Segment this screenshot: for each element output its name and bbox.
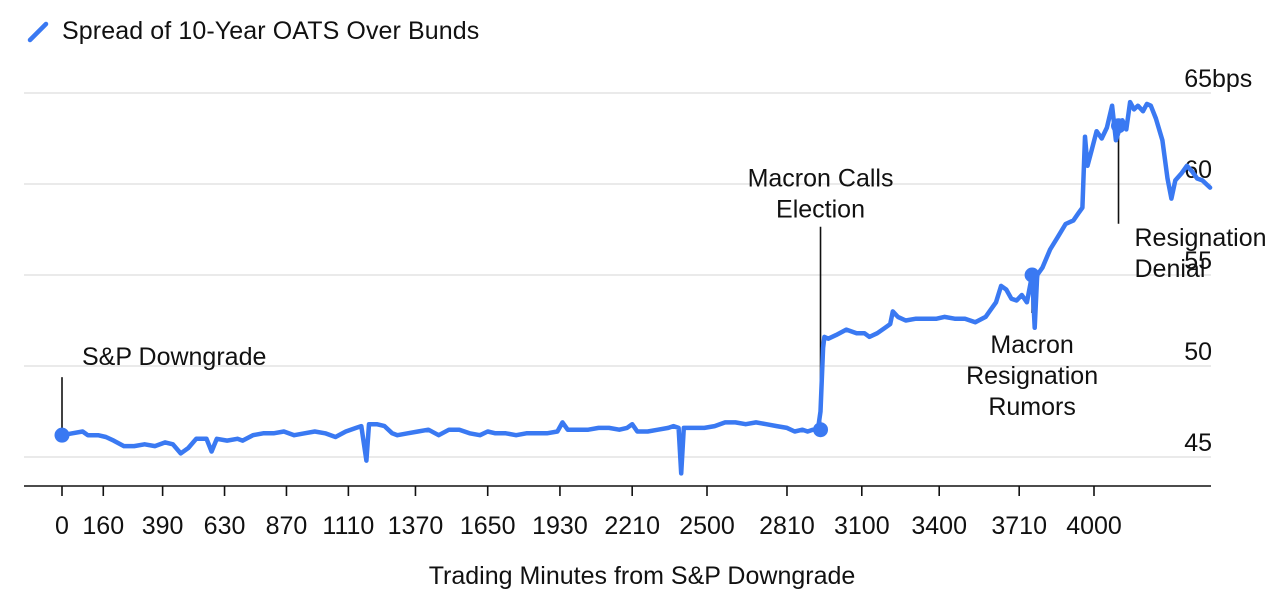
annotation-line-3-0: Resignation (1135, 224, 1267, 252)
annotation-line-1-1: Election (776, 196, 865, 224)
annotation-label-1: Macron Calls Election (748, 165, 894, 224)
markers (54, 118, 1127, 443)
gridlines (24, 92, 1211, 458)
legend-label: Spread of 10-Year OATS Over Bunds (62, 16, 480, 45)
y-tick-label-45: 45 (1184, 429, 1212, 457)
x-tick-label-0: 0 (55, 512, 69, 540)
x-tick-label-1650: 1650 (460, 512, 516, 540)
x-tick-label-630: 630 (204, 512, 246, 540)
x-tick-label-870: 870 (266, 512, 308, 540)
x-tick-label-1110: 1110 (322, 512, 374, 540)
x-axis-ticks: 0 160 390 630 870 1110 1370 1650 1930 2210 2500 281… (55, 486, 1122, 540)
legend: Spread of 10-Year OATS Over Bunds (26, 12, 479, 50)
annotation-line-2-0: Macron (990, 331, 1073, 359)
annotation-line-3-1: Denial (1135, 255, 1206, 283)
annotation-label-3: Resignation Denial (1135, 224, 1267, 283)
x-tick-label-2210: 2210 (604, 512, 660, 540)
x-tick-label-1370: 1370 (388, 512, 444, 540)
annotation-line-2-2: Rumors (988, 393, 1076, 421)
x-tick-label-3100: 3100 (834, 512, 890, 540)
x-tick-label-160: 160 (82, 512, 124, 540)
y-tick-label-50: 50 (1184, 338, 1212, 366)
x-tick-label-4000: 4000 (1066, 512, 1122, 540)
annotation-label-2: Macron Resignation Rumors (966, 331, 1098, 421)
x-tick-label-1930: 1930 (532, 512, 588, 540)
event-marker-3 (1111, 118, 1127, 134)
annotations: S&P Downgrade Macron Calls Election Macron R… (61, 125, 1267, 436)
x-axis-title: Trading Minutes from S&P Downgrade (429, 562, 856, 590)
y-unit-label: bps (1212, 65, 1252, 93)
x-tick-label-2810: 2810 (759, 512, 815, 540)
annotation-label-0: S&P Downgrade (82, 343, 266, 371)
y-tick-label-55: 55 (1184, 247, 1212, 275)
event-marker-0 (54, 427, 70, 443)
x-tick-label-3710: 3710 (991, 512, 1047, 540)
event-marker-2 (1024, 267, 1040, 283)
x-tick-label-2500: 2500 (679, 512, 735, 540)
x-tick-label-390: 390 (142, 512, 184, 540)
annotation-line-0-0: S&P Downgrade (82, 343, 266, 371)
y-tick-label-65: 65 (1184, 65, 1212, 93)
event-marker-1 (813, 422, 829, 438)
annotation-line-2-1: Resignation (966, 362, 1098, 390)
series-line (59, 99, 1213, 476)
line-swatch-icon (27, 21, 49, 43)
x-tick-label-3400: 3400 (911, 512, 967, 540)
annotation-line-1-0: Macron Calls (748, 165, 894, 193)
